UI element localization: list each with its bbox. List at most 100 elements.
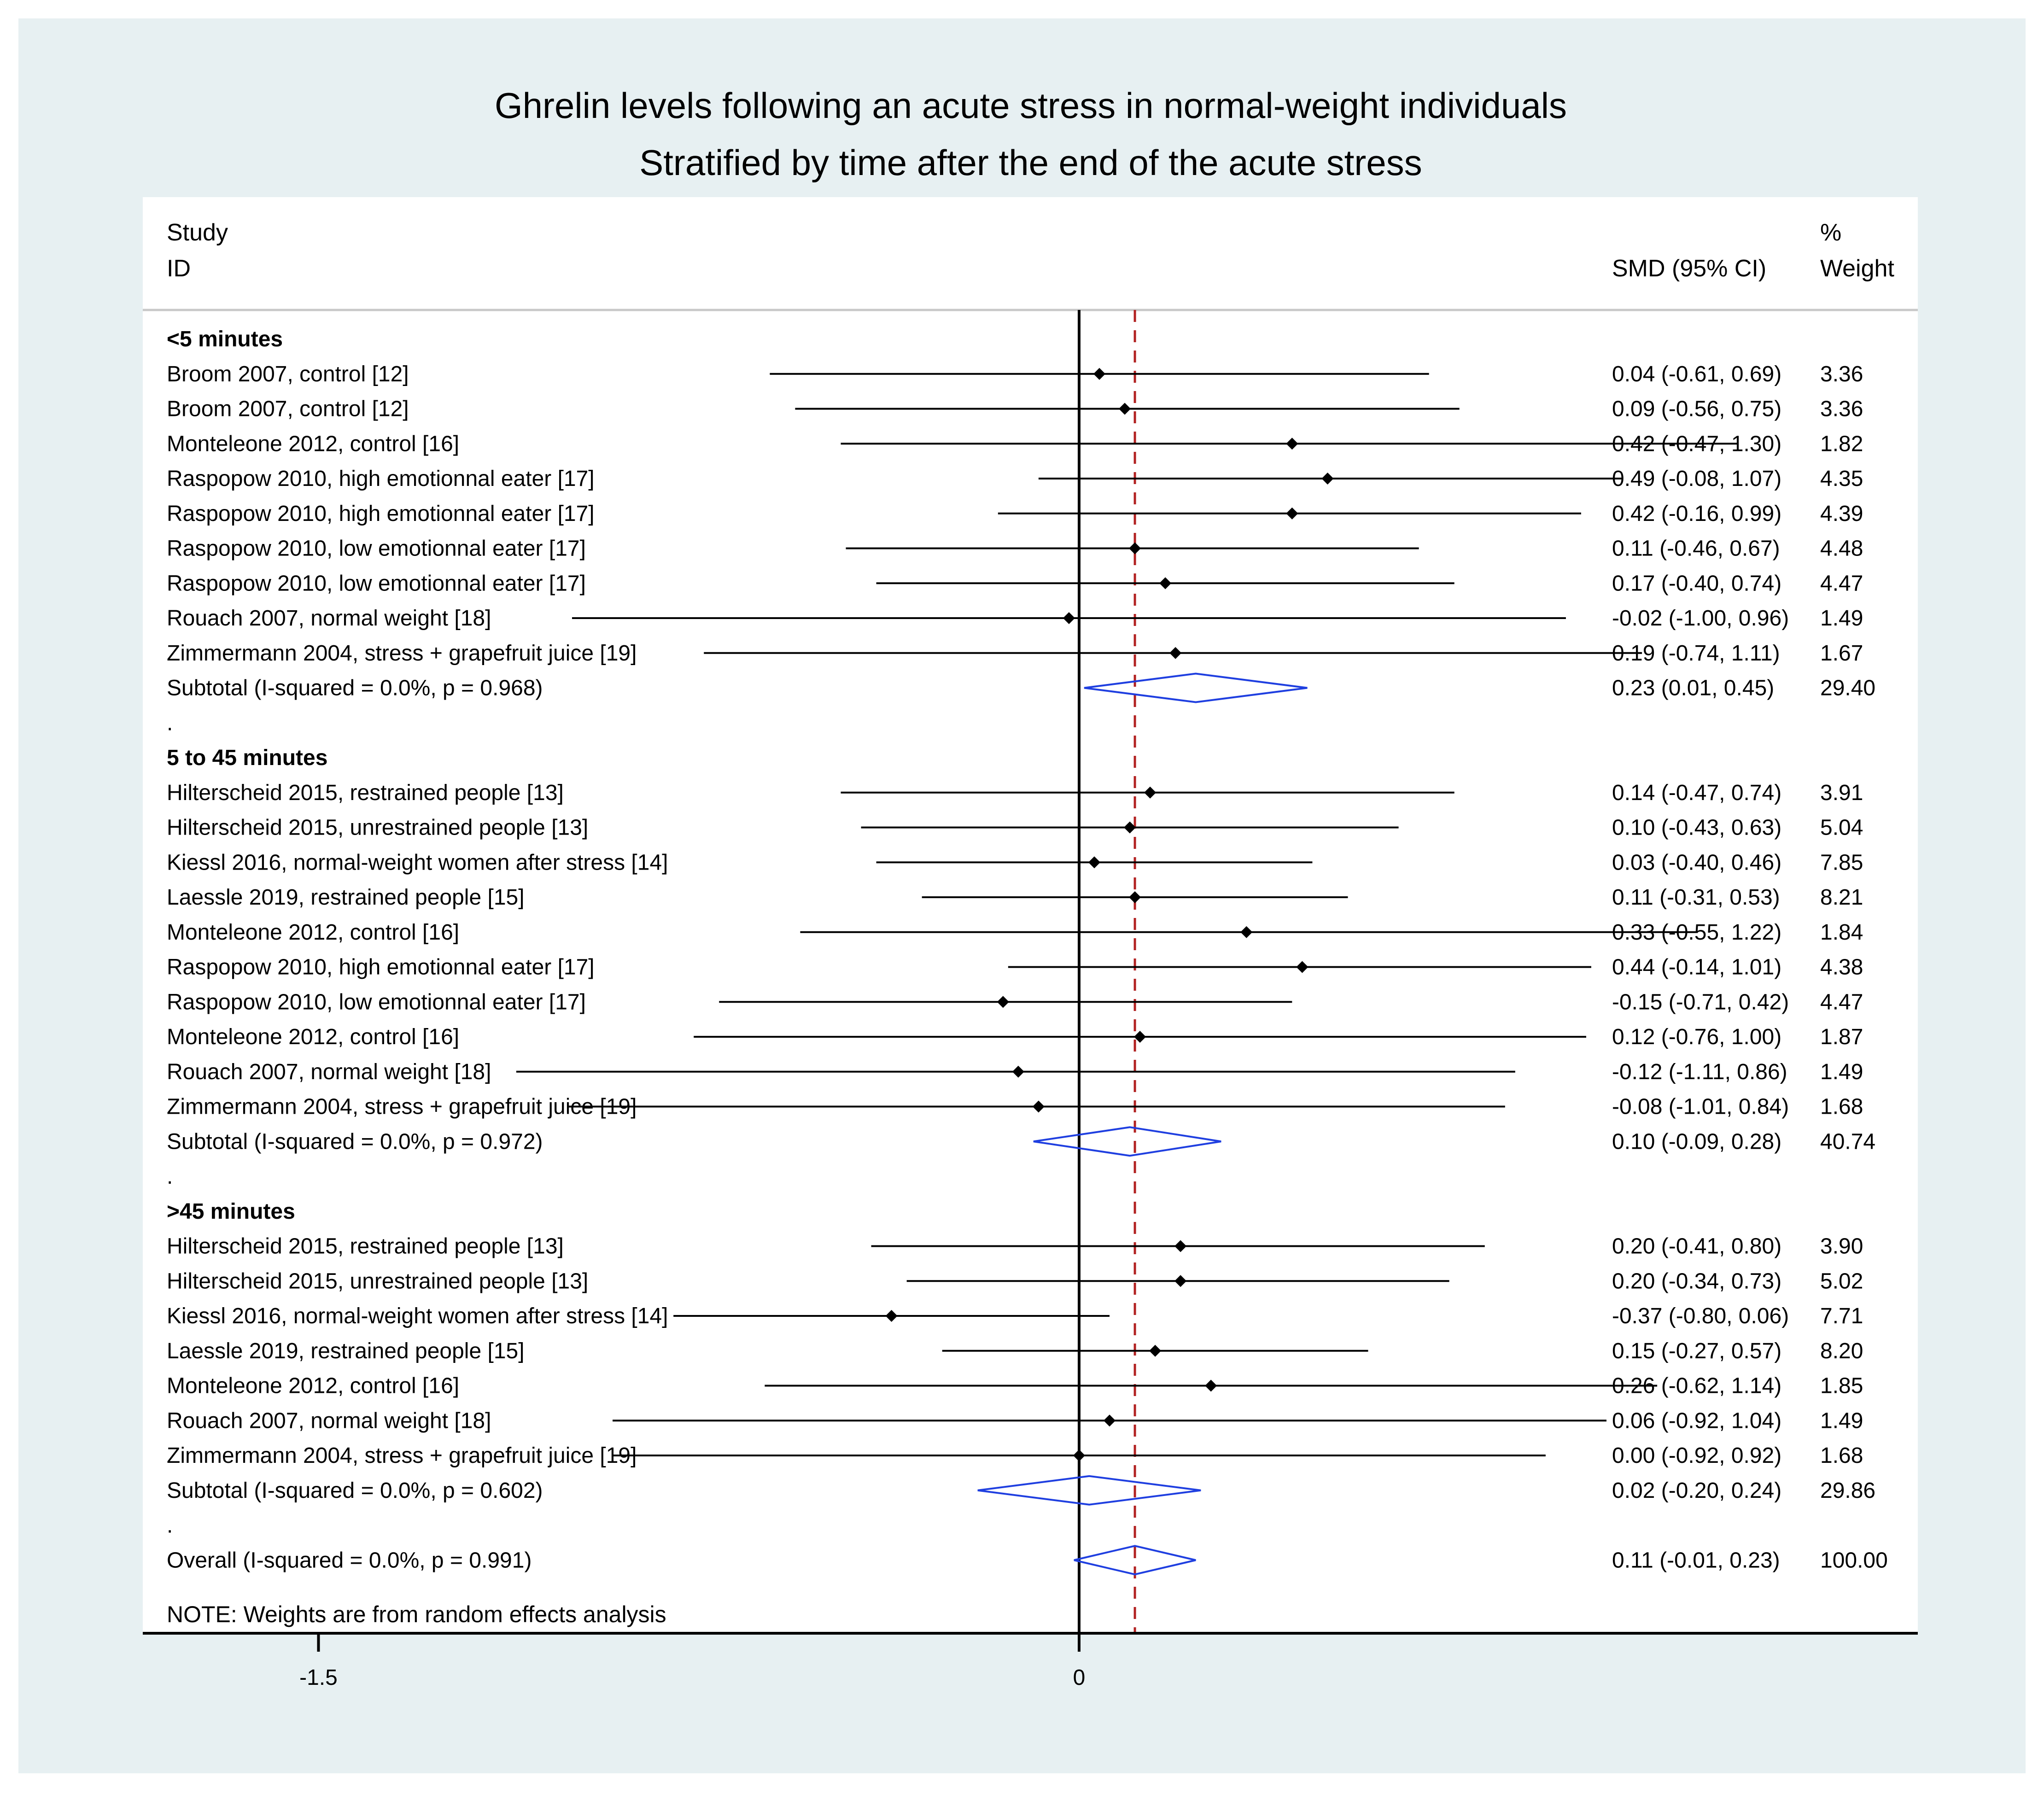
effect-ci-value: 0.11 (-0.01, 0.23) xyxy=(1612,1548,1780,1572)
weight-value: 1.84 xyxy=(1820,920,1863,945)
weight-value: 1.67 xyxy=(1820,641,1863,666)
forest-marks xyxy=(516,310,1739,1633)
x-tick-label: -1.5 xyxy=(299,1665,338,1690)
point-estimate xyxy=(885,1310,898,1322)
effect-ci-value: 0.15 (-0.27, 0.57) xyxy=(1612,1339,1781,1363)
study-label: Laessle 2019, restrained people [15] xyxy=(167,885,525,910)
weight-value: 3.36 xyxy=(1820,397,1863,421)
weight-value: 3.90 xyxy=(1820,1234,1863,1259)
point-estimate xyxy=(1149,1344,1162,1357)
weight-value: 4.47 xyxy=(1820,571,1863,596)
effect-ci-value: -0.37 (-0.80, 0.06) xyxy=(1612,1304,1789,1328)
weight-value: 40.74 xyxy=(1820,1129,1875,1154)
subtotal-diamond xyxy=(1033,1126,1221,1157)
group-label: >45 minutes xyxy=(167,1199,295,1224)
study-label: Hilterscheid 2015, restrained people [13… xyxy=(167,1234,564,1259)
effect-ci-value: -0.08 (-1.01, 0.84) xyxy=(1612,1095,1789,1119)
point-estimate xyxy=(1174,1275,1187,1287)
x-tick-label: 0 xyxy=(1073,1665,1086,1690)
point-estimate xyxy=(1129,542,1141,555)
effect-ci-value: 0.26 (-0.62, 1.14) xyxy=(1612,1374,1781,1398)
weight-value: 29.40 xyxy=(1820,676,1875,701)
point-estimate xyxy=(1205,1379,1217,1392)
weight-value: 3.91 xyxy=(1820,781,1863,805)
weight-value: 5.02 xyxy=(1820,1269,1863,1293)
study-label: Monteleone 2012, control [16] xyxy=(167,432,459,456)
weight-value: 4.47 xyxy=(1820,990,1863,1014)
effect-ci-value: 0.06 (-0.92, 1.04) xyxy=(1612,1408,1781,1433)
study-label: Rouach 2007, normal weight [18] xyxy=(167,1408,491,1433)
point-estimate xyxy=(1012,1065,1024,1078)
weight-value: 1.49 xyxy=(1820,1408,1863,1433)
study-label: Kiessl 2016, normal-weight women after s… xyxy=(167,850,668,875)
study-label: Raspopow 2010, high emotionnal eater [17… xyxy=(167,467,595,491)
x-axis-ticks: -1.502 xyxy=(299,1633,1086,1690)
study-label: Monteleone 2012, control [16] xyxy=(167,920,459,945)
point-estimate xyxy=(1159,577,1172,590)
point-estimate xyxy=(1286,507,1298,520)
row-labels: <5 minutes Broom 2007, control [12] 0.04 (… xyxy=(167,327,1888,1572)
point-estimate xyxy=(1073,1449,1085,1461)
effect-ci-value: -0.12 (-1.11, 0.86) xyxy=(1612,1060,1787,1084)
weight-value: 3.36 xyxy=(1820,362,1863,386)
point-estimate xyxy=(1093,368,1106,380)
weight-value: 100.00 xyxy=(1820,1548,1888,1572)
point-estimate xyxy=(1169,647,1182,659)
point-estimate xyxy=(997,996,1009,1008)
point-estimate xyxy=(1296,961,1308,973)
effect-ci-value: 0.44 (-0.14, 1.01) xyxy=(1612,955,1781,980)
study-label: Raspopow 2010, low emotionnal eater [17] xyxy=(167,571,586,596)
overall-diamond xyxy=(1074,1545,1196,1576)
point-estimate xyxy=(1032,1100,1045,1113)
subtotal-label: Subtotal (I-squared = 0.0%, p = 0.972) xyxy=(167,1129,543,1154)
point-estimate xyxy=(1321,473,1334,485)
study-label: Raspopow 2010, high emotionnal eater [17… xyxy=(167,955,595,980)
study-label: Broom 2007, control [12] xyxy=(167,362,409,386)
subtotal-label: Subtotal (I-squared = 0.0%, p = 0.968) xyxy=(167,676,543,701)
study-label: Kiessl 2016, normal-weight women after s… xyxy=(167,1304,668,1328)
subtotal-diamond xyxy=(1084,672,1308,703)
weight-value: 4.48 xyxy=(1820,537,1863,561)
weight-value: 4.35 xyxy=(1820,467,1863,491)
chart-subtitle: Stratified by time after the end of the … xyxy=(639,142,1422,183)
effect-ci-value: 0.42 (-0.16, 0.99) xyxy=(1612,502,1781,526)
point-estimate xyxy=(1063,612,1075,624)
effect-ci-value: 0.04 (-0.61, 0.69) xyxy=(1612,362,1781,386)
effect-ci-value: 0.11 (-0.31, 0.53) xyxy=(1612,885,1780,910)
weight-value: 1.68 xyxy=(1820,1095,1863,1119)
spacer-dot: . xyxy=(167,1514,173,1538)
study-label: Zimmermann 2004, stress + grapefruit jui… xyxy=(167,641,637,666)
effect-ci-value: -0.15 (-0.71, 0.42) xyxy=(1612,990,1789,1014)
chart-title: Ghrelin levels following an acute stress… xyxy=(495,85,1567,126)
footnote: NOTE: Weights are from random effects an… xyxy=(167,1601,666,1627)
study-label: Raspopow 2010, high emotionnal eater [17… xyxy=(167,502,595,526)
overall-label: Overall (I-squared = 0.0%, p = 0.991) xyxy=(167,1548,531,1572)
effect-ci-value: 0.10 (-0.09, 0.28) xyxy=(1612,1129,1781,1154)
weight-value: 7.85 xyxy=(1820,850,1863,875)
study-label: Hilterscheid 2015, unrestrained people [… xyxy=(167,816,588,840)
study-label: Hilterscheid 2015, unrestrained people [… xyxy=(167,1269,588,1293)
spacer-dot: . xyxy=(167,1164,173,1189)
weight-value: 1.49 xyxy=(1820,606,1863,631)
effect-ci-value: 0.23 (0.01, 0.45) xyxy=(1612,676,1774,701)
point-estimate xyxy=(1240,926,1253,938)
header-weight: Weight xyxy=(1820,255,1894,282)
study-label: Raspopow 2010, low emotionnal eater [17] xyxy=(167,537,586,561)
weight-value: 1.87 xyxy=(1820,1025,1863,1049)
header-percent: % xyxy=(1820,219,1841,246)
study-label: Raspopow 2010, low emotionnal eater [17] xyxy=(167,990,586,1014)
study-label: Zimmermann 2004, stress + grapefruit jui… xyxy=(167,1443,637,1468)
point-estimate xyxy=(1104,1414,1116,1427)
study-label: Monteleone 2012, control [16] xyxy=(167,1025,459,1049)
header-study: Study xyxy=(167,219,228,246)
header-id: ID xyxy=(167,255,191,282)
weight-value: 1.85 xyxy=(1820,1374,1863,1398)
study-label: Hilterscheid 2015, restrained people [13… xyxy=(167,781,564,805)
point-estimate xyxy=(1134,1031,1146,1043)
weight-value: 4.39 xyxy=(1820,502,1863,526)
weight-value: 1.82 xyxy=(1820,432,1863,456)
study-label: Monteleone 2012, control [16] xyxy=(167,1374,459,1398)
group-label: 5 to 45 minutes xyxy=(167,746,327,770)
weight-value: 1.49 xyxy=(1820,1060,1863,1084)
